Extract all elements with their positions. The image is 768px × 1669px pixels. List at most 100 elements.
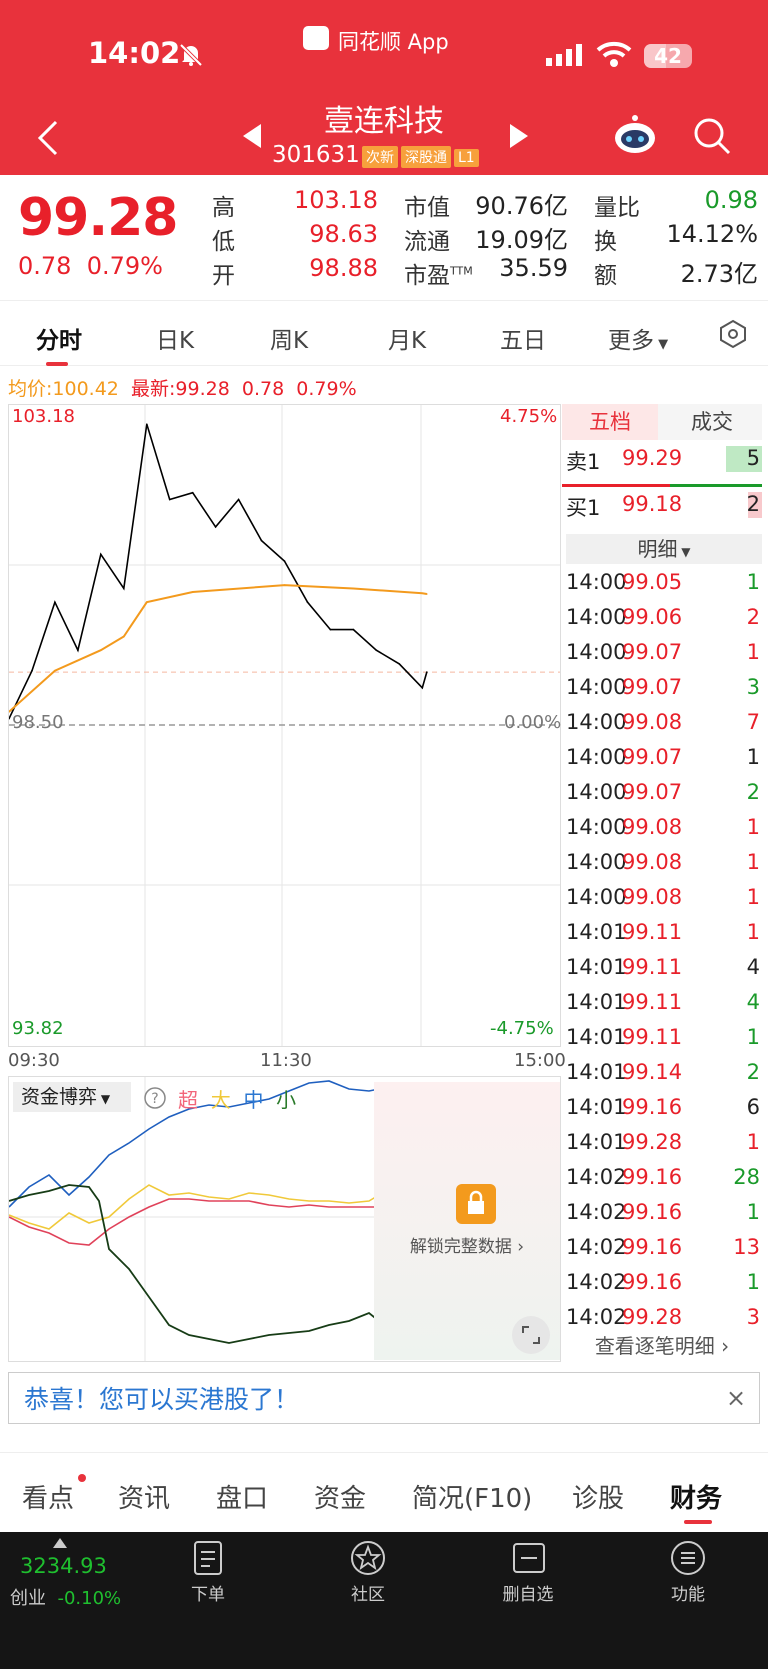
avg-price-curve (8, 584, 427, 713)
tick-volume: 1 (746, 1270, 760, 1294)
tab-five-day[interactable]: 五日 (500, 328, 546, 354)
avg-value: 100.42 (52, 378, 119, 400)
wifi-icon (596, 41, 632, 67)
intraday-chart[interactable] (8, 404, 561, 1047)
caret-up-icon[interactable] (53, 1538, 67, 1548)
tab-f10[interactable]: 简况(F10) (412, 1484, 533, 1514)
float-value: 19.09亿 (475, 226, 568, 254)
tick-volume: 28 (733, 1165, 760, 1189)
tick-row: 14:01 99.28 1 (562, 1130, 762, 1165)
price-point (77, 649, 79, 651)
buy1-volume: 2 (746, 492, 760, 516)
tab-news[interactable]: 资讯 (118, 1484, 171, 1514)
tab-monthly-k[interactable]: 月K (388, 328, 427, 354)
price-line (8, 423, 428, 720)
detail-dropdown[interactable]: 明细 ▼ (566, 534, 762, 564)
tab-intraday[interactable]: 分时 (36, 328, 82, 354)
unlock-data-link[interactable]: 解锁完整数据 › (409, 1237, 525, 1257)
x-start-label: 09:30 (8, 1050, 60, 1071)
expand-icon[interactable] (512, 1316, 550, 1354)
tab-financials[interactable]: 财务 (670, 1484, 723, 1514)
promo-banner[interactable] (8, 1372, 760, 1424)
dock-community-label[interactable]: 社区 (351, 1585, 385, 1605)
last-label: 最新: (130, 378, 176, 400)
close-icon[interactable]: × (726, 1384, 747, 1412)
tick-price: 99.07 (622, 640, 683, 664)
dock-functions-label[interactable]: 功能 (671, 1585, 705, 1605)
open-value: 98.88 (309, 254, 378, 282)
tab-five-level[interactable]: 五档 (562, 404, 658, 440)
tab-more[interactable]: 更多 ▼ (608, 321, 668, 355)
turnover-label: 换 (594, 229, 617, 255)
robot-assistant-icon[interactable] (614, 114, 656, 154)
sell-buy-divider-green (670, 484, 762, 487)
dock-order-label[interactable]: 下单 (191, 1585, 225, 1605)
stock-code: 301631 (272, 142, 360, 168)
tick-price: 99.28 (622, 1305, 683, 1329)
back-arrow-icon[interactable] (36, 120, 60, 156)
order-icon[interactable] (192, 1540, 224, 1576)
remove-watchlist-icon[interactable] (512, 1542, 546, 1574)
tick-volume: 1 (746, 570, 760, 594)
tick-price: 99.16 (622, 1200, 683, 1224)
tab-daily-k[interactable]: 日K (156, 328, 195, 354)
tick-row: 14:01 99.16 6 (562, 1095, 762, 1130)
avg-point (123, 635, 125, 638)
index-info[interactable]: 创业 -0.10% (10, 1584, 121, 1610)
app-name: 同花顺 App (338, 30, 449, 54)
tab-funds[interactable]: 资金 (314, 1484, 367, 1514)
tick-price: 99.06 (622, 605, 683, 629)
next-stock-icon[interactable] (508, 124, 528, 148)
tick-time: 14:00 (566, 745, 627, 769)
buy1-price: 99.18 (622, 492, 683, 516)
tick-volume: 7 (746, 710, 760, 734)
index-value[interactable]: 3234.93 (20, 1554, 107, 1578)
pe-label: 市盈TTM (404, 256, 473, 290)
community-icon[interactable] (350, 1540, 386, 1576)
tab-diagnosis[interactable]: 诊股 (572, 1484, 625, 1514)
change-value: 0.78 (18, 252, 72, 280)
tab-trades[interactable]: 成交 (691, 410, 733, 434)
tick-time: 14:02 (566, 1200, 627, 1224)
search-icon[interactable] (692, 116, 732, 156)
caret-down-icon: ▼ (654, 337, 669, 352)
fund-flow-dropdown[interactable]: 资金博弈 ▼ (13, 1082, 131, 1112)
active-bottom-tab-indicator (684, 1520, 712, 1524)
dock-remove-watchlist-label[interactable]: 删自选 (502, 1585, 554, 1605)
sell1-volume: 5 (746, 446, 760, 470)
settings-hex-icon[interactable] (718, 319, 748, 349)
pe-ttm: TTM (450, 264, 473, 278)
tab-highlights[interactable]: 看点 (22, 1484, 75, 1514)
active-tab-indicator (46, 362, 68, 366)
view-all-ticks-link[interactable]: 查看逐笔明细 › (594, 1334, 730, 1358)
price-point (375, 649, 378, 651)
promo-text[interactable]: 恭喜！您可以买港股了！ (24, 1385, 300, 1414)
tick-time: 14:00 (566, 675, 627, 699)
tick-row: 14:00 99.08 1 (562, 815, 762, 850)
intraday-chart-svg (8, 405, 560, 1046)
high-label: 高 (212, 195, 235, 221)
series-medium (8, 1184, 380, 1344)
mcap-value: 90.76亿 (475, 192, 568, 220)
tab-weekly-k[interactable]: 周K (270, 328, 309, 354)
status-time: 14:02 (88, 36, 181, 70)
info-tabs (0, 1452, 768, 1533)
help-icon[interactable]: ? (143, 1086, 167, 1110)
stock-tags: 次新 深股通 L1 (362, 146, 482, 168)
tick-price: 99.11 (622, 920, 683, 944)
tick-price: 99.16 (622, 1270, 683, 1294)
price-point (283, 560, 286, 562)
lock-icon[interactable] (456, 1184, 496, 1224)
tag-level1: L1 (454, 149, 479, 167)
tick-volume: 1 (746, 850, 760, 874)
prev-stock-icon[interactable] (243, 124, 263, 148)
price-point (8, 717, 10, 720)
tick-time: 14:00 (566, 605, 627, 629)
price-point (426, 671, 428, 673)
detail-label: 明细 (637, 537, 678, 561)
tick-time: 14:01 (566, 1130, 627, 1154)
tab-handicap[interactable]: 盘口 (216, 1484, 269, 1514)
tick-row: 14:00 99.05 1 (562, 570, 762, 605)
price-point (260, 539, 263, 542)
menu-icon[interactable] (670, 1540, 706, 1576)
